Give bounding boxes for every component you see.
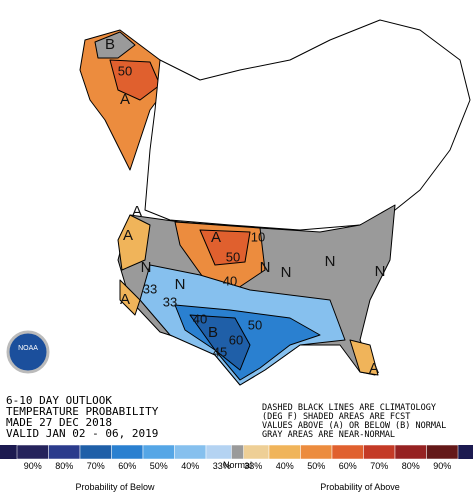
florida-above [349, 339, 379, 376]
legend-swatch [174, 444, 207, 460]
header: 6-10 DAY OUTLOOK TEMPERATURE PROBABILITY… [6, 394, 159, 440]
legend-swatch [331, 444, 364, 460]
map-label: A [369, 360, 379, 377]
southwest-above [119, 279, 141, 316]
legend-label: 40% [181, 461, 199, 471]
map-label: 50 [118, 63, 132, 78]
map-label: A [132, 203, 142, 220]
legend-normal-label: Normal [223, 460, 252, 470]
canada [144, 19, 471, 231]
legend-label: 40% [276, 461, 294, 471]
legend-label: 60% [118, 461, 136, 471]
legend-label: 50% [307, 461, 325, 471]
map-label: 50 [248, 317, 262, 332]
legend-normal-swatch [231, 444, 244, 460]
logo-text: NOAA [18, 345, 38, 352]
map-label: 33 [163, 294, 177, 309]
legend-swatch [79, 444, 112, 460]
map-label: N [281, 264, 292, 281]
map [5, 19, 471, 386]
note-line: VALUES ABOVE (A) OR BELOW (B) NORMAL [262, 421, 446, 431]
map-label: N [375, 263, 386, 280]
map-label: A [120, 291, 130, 308]
map-label: A [120, 91, 130, 108]
map-label: N [141, 259, 152, 276]
legend-label: 90% [433, 461, 451, 471]
legend-swatch [48, 444, 81, 460]
legend-label: 33% [244, 461, 262, 471]
header-line: 6-10 DAY OUTLOOK [6, 394, 112, 407]
map-label: 10 [251, 229, 265, 244]
header-line: TEMPERATURE PROBABILITY [6, 405, 159, 418]
legend-label: 70% [370, 461, 388, 471]
map-label: N [260, 259, 271, 276]
below-caption: Probability of Below [75, 482, 155, 492]
legend: Probability of Below Probability of Abov… [0, 444, 473, 492]
west-coast-above [117, 214, 151, 271]
legend-swatch [426, 444, 459, 460]
map-label: 50 [226, 249, 240, 264]
legend-swatch [268, 444, 301, 460]
legend-swatch [363, 444, 396, 460]
map-label: A [211, 229, 221, 246]
alaska-normal [94, 31, 136, 59]
map-label: N [325, 253, 336, 270]
above-caption: Probability of Above [320, 482, 400, 492]
legend-label: 50% [150, 461, 168, 471]
legend-swatch [111, 444, 144, 460]
legend-label: 90% [24, 461, 42, 471]
legend-label: 70% [87, 461, 105, 471]
notes: DASHED BLACK LINES ARE CLIMATOLOGY (DEG … [262, 403, 446, 440]
map-label: B [208, 324, 218, 341]
legend-label: 80% [55, 461, 73, 471]
map-label: 60 [229, 332, 243, 347]
legend-swatch [16, 444, 49, 460]
map-label: 45 [213, 344, 227, 359]
map-labels: B 50 A A A A 50 40 N N 33 33 A B 40 50 6… [105, 36, 385, 377]
legend-label: 60% [339, 461, 357, 471]
legend-swatch [142, 444, 175, 460]
note-line: DASHED BLACK LINES ARE CLIMATOLOGY [262, 403, 436, 413]
map-label: 33 [143, 281, 157, 296]
legend-label: 80% [402, 461, 420, 471]
map-label: 40 [223, 273, 237, 288]
logo: NOAA [6, 330, 50, 374]
legend-label: 33% [213, 461, 231, 471]
legend-swatch [300, 444, 333, 460]
texas-core [189, 314, 251, 371]
map-label: N [175, 276, 186, 293]
map-label: 40 [193, 311, 207, 326]
alaska-core [109, 59, 161, 101]
note-line: (DEG F) SHADED AREAS ARE FCST [262, 412, 410, 422]
map-label: B [105, 36, 115, 53]
header-line: MADE 27 DEC 2018 [6, 416, 112, 429]
header-line: VALID JAN 02 - 06, 2019 [6, 427, 158, 440]
map-label: A [123, 227, 133, 244]
legend-swatch [394, 444, 427, 460]
note-line: GRAY AREAS ARE NEAR-NORMAL [262, 430, 395, 440]
logo-disc [6, 330, 50, 374]
north-plains-core [199, 229, 251, 266]
